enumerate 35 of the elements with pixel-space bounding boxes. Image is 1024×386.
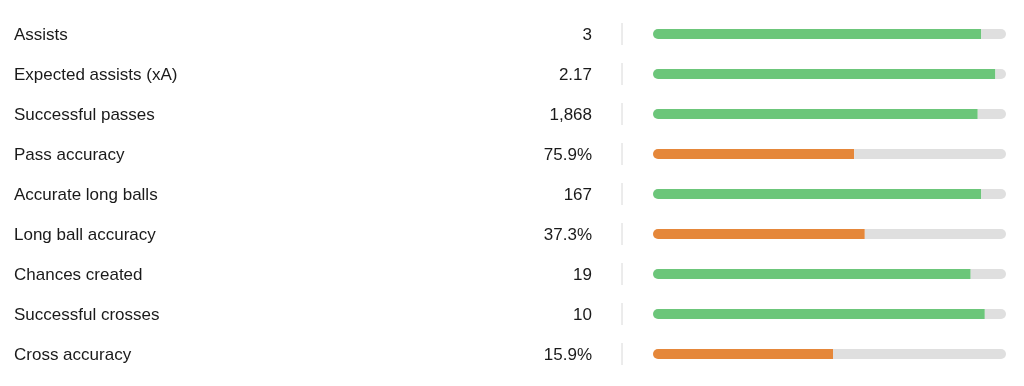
y-tick-label: Successful crosses [14,305,160,324]
bar [984,309,1006,319]
bar [864,229,1006,239]
bar [833,349,1006,359]
y-tick-label: Expected assists (xA) [14,65,178,84]
y-tick-label: Successful passes [14,105,155,124]
bar [977,109,1006,119]
bar [653,309,985,319]
bar [653,269,971,279]
text: 37.3% [543,225,592,244]
bar [653,189,982,199]
text: 3 [582,25,592,44]
bar [653,29,982,39]
y-tick-label: Accurate long balls [14,185,158,204]
bar [653,109,978,119]
bar [653,69,996,79]
text: 167 [563,185,592,204]
text: 1,868 [549,105,592,124]
text: 19 [573,265,592,284]
bar [653,349,834,359]
text: 15.9% [543,345,592,364]
bar [981,189,1006,199]
bar [653,229,865,239]
bar [854,149,1006,159]
bar [970,269,1006,279]
text: 75.9% [543,145,592,164]
bar [981,29,1006,39]
y-tick-label: Assists [14,25,68,44]
text: 2.17 [558,65,592,84]
y-tick-label: Long ball accuracy [14,225,157,244]
text: 10 [573,305,592,324]
bar [653,149,855,159]
y-tick-label: Pass accuracy [14,145,126,164]
y-tick-label: Chances created [14,265,143,284]
y-tick-label: Cross accuracy [14,345,132,364]
